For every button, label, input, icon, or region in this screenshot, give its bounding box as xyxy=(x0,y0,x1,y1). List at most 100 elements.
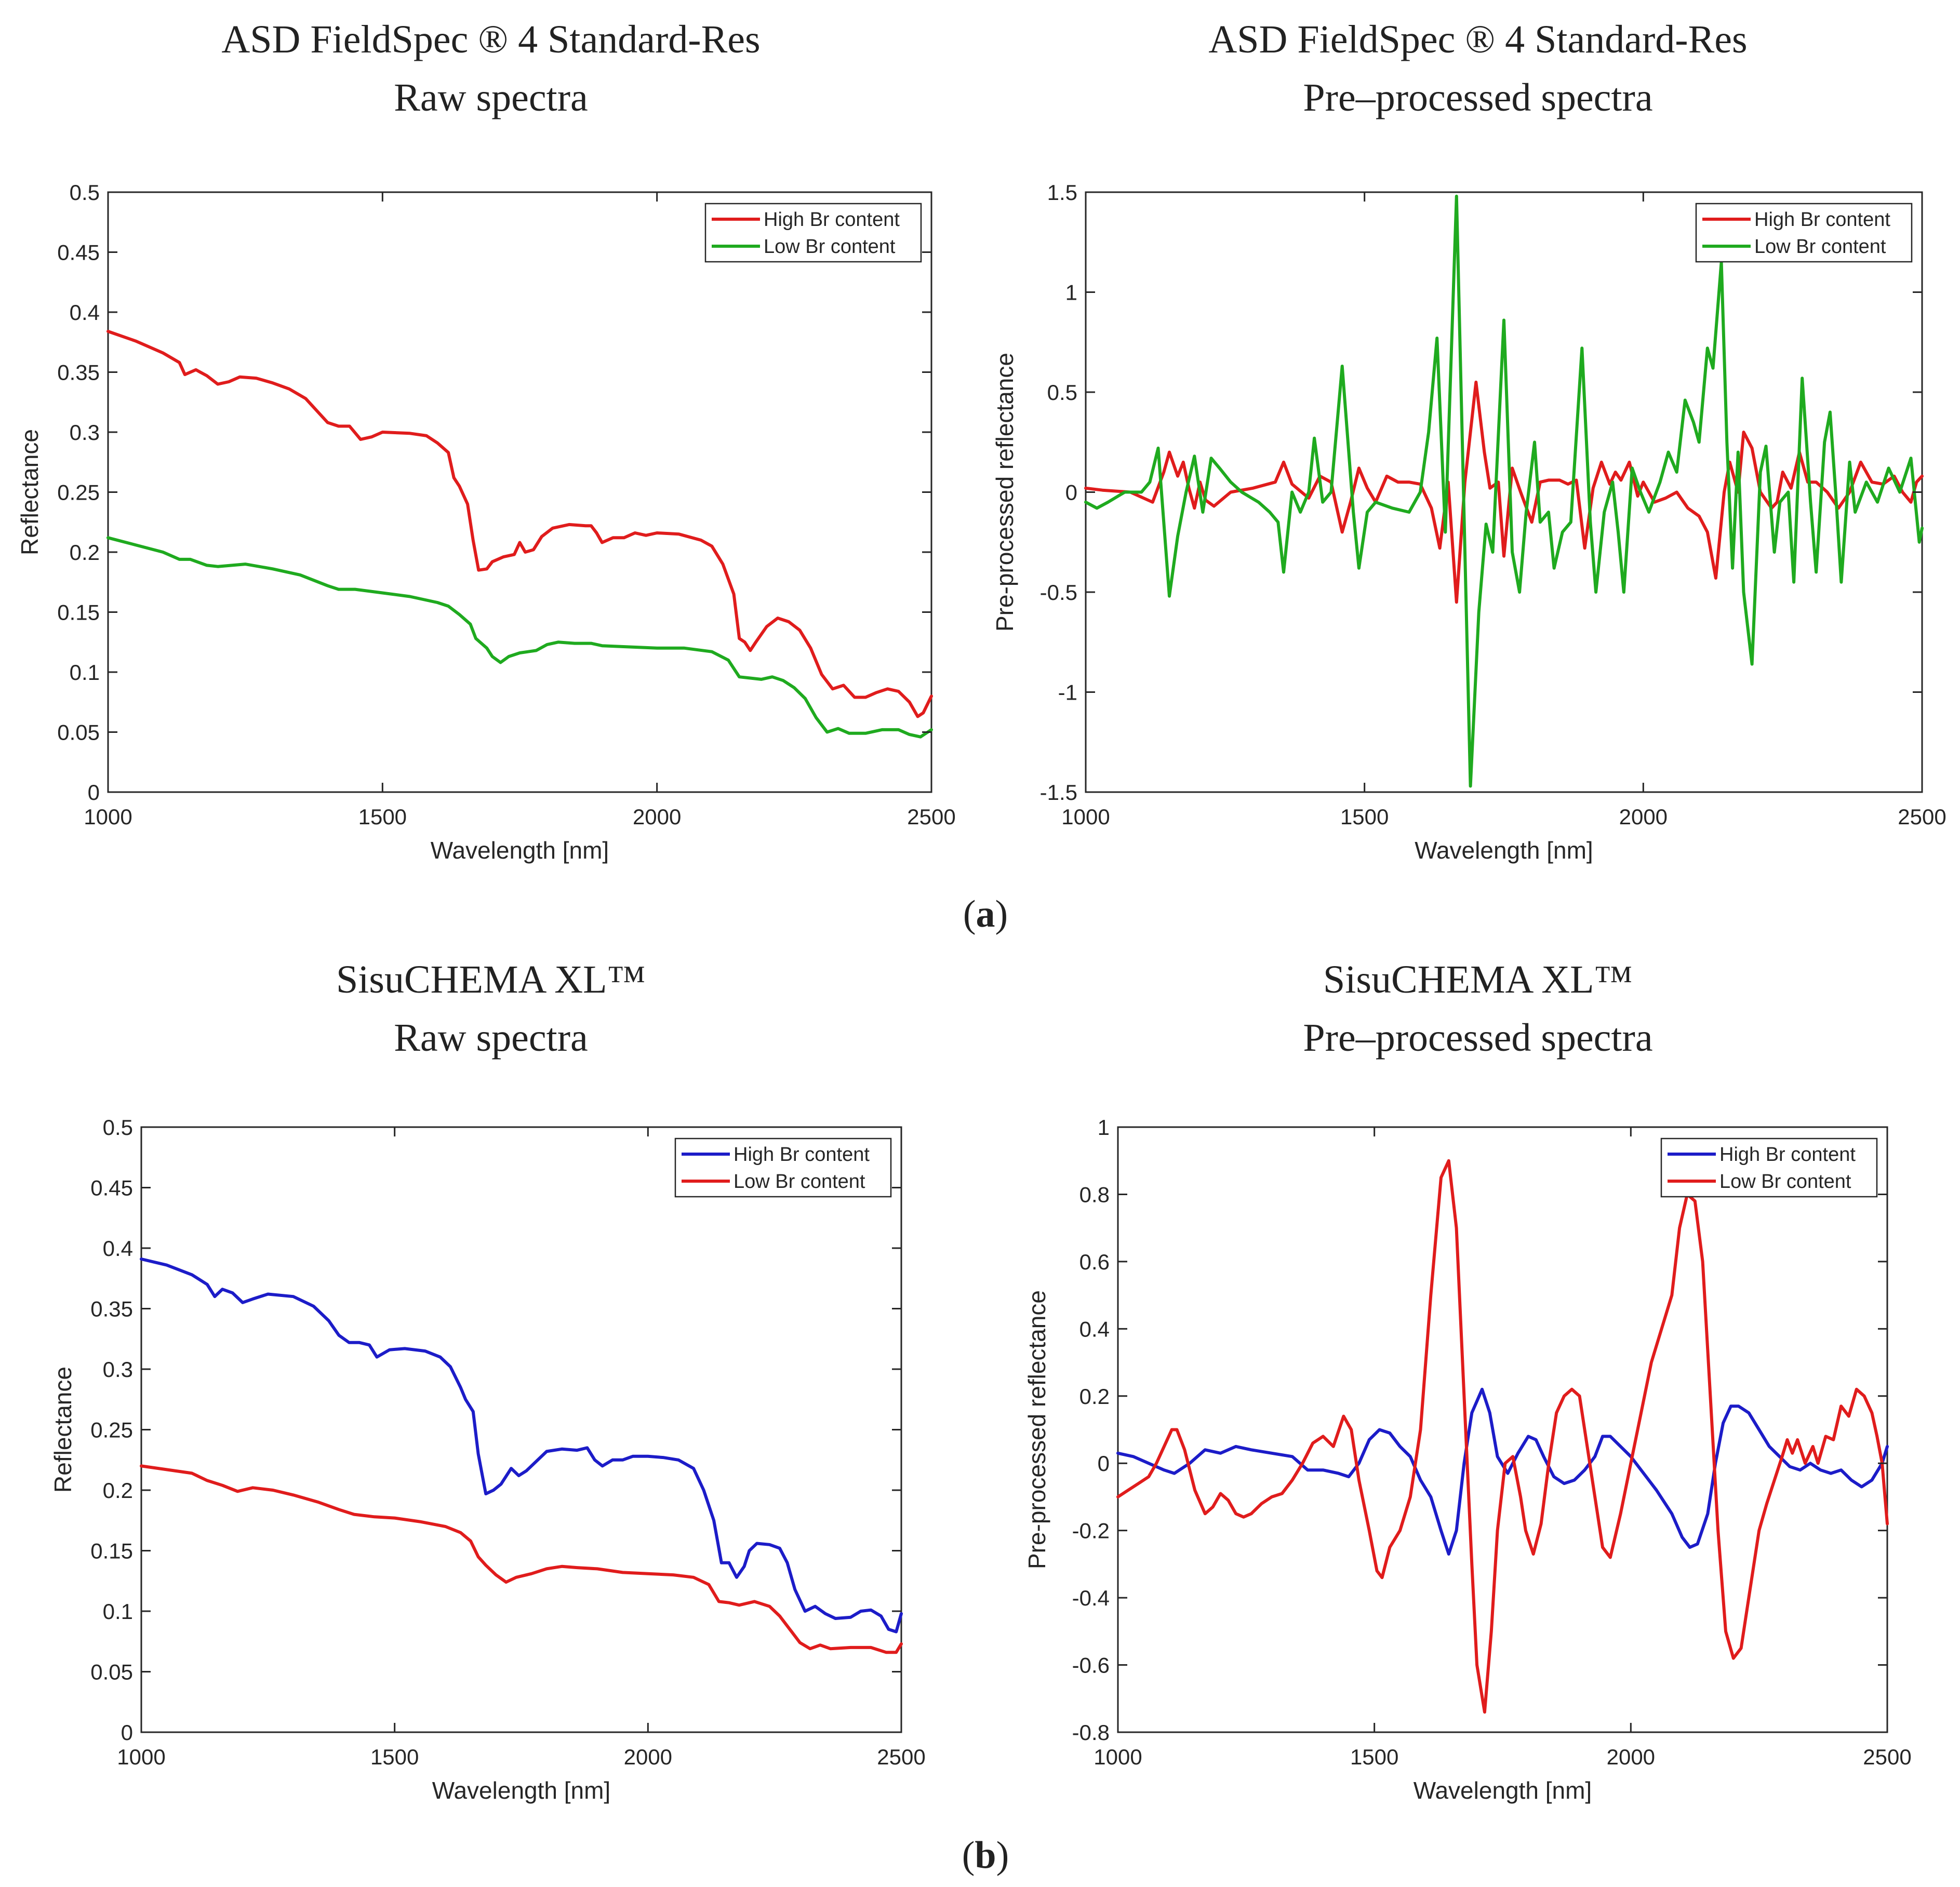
chart-title-b-pre: SisuCHEMA XL™ Pre–processed spectra xyxy=(1010,951,1945,1067)
x-axis-label: Wavelength [nm] xyxy=(432,1777,610,1804)
title-line-1: ASD FieldSpec ® 4 Standard-Res xyxy=(1208,18,1748,61)
legend-box xyxy=(704,203,922,263)
series-line-high-br xyxy=(140,1257,903,1634)
y-axis-label: Pre-processed reflectance xyxy=(991,353,1018,632)
legend: High Br content Low Br content xyxy=(704,203,922,263)
title-line-2: Raw spectra xyxy=(394,1016,588,1060)
x-tick-label: 1500 xyxy=(1340,805,1389,829)
x-tick-label: 2000 xyxy=(633,805,681,829)
series-line-low-br xyxy=(1116,1159,1889,1714)
y-tick-label: 1 xyxy=(1098,1115,1110,1140)
y-tick-label: -0.4 xyxy=(1072,1586,1110,1610)
plot-frame xyxy=(1117,1126,1888,1733)
y-tick-label: 1 xyxy=(1065,280,1077,305)
y-tick-label: 0.15 xyxy=(57,600,100,625)
legend: High Br content Low Br content xyxy=(1660,1137,1878,1198)
panel-label-b-text: b xyxy=(975,1834,996,1877)
y-tick-label: 0.05 xyxy=(57,720,100,745)
y-tick-label: 0.35 xyxy=(57,360,100,385)
title-line-2: Pre–processed spectra xyxy=(1303,76,1653,119)
legend-box xyxy=(1695,203,1913,263)
legend-box xyxy=(1660,1137,1878,1198)
series-line-high-br xyxy=(1116,1387,1889,1556)
series-line-high-br xyxy=(106,330,933,718)
x-tick-label: 1500 xyxy=(358,805,407,829)
legend-label: Low Br content xyxy=(1719,1171,1851,1193)
y-tick-label: 0.1 xyxy=(103,1599,133,1624)
y-tick-label: 0.2 xyxy=(70,540,100,565)
y-tick-label: 0.3 xyxy=(103,1357,133,1382)
series-line-low-br xyxy=(140,1464,903,1654)
x-tick-label: 1000 xyxy=(117,1745,165,1769)
plot-frame xyxy=(1085,191,1923,793)
y-tick-label: 0.45 xyxy=(90,1176,133,1200)
y-tick-label: 0.45 xyxy=(57,240,100,265)
x-tick-label: 2000 xyxy=(1607,1745,1655,1769)
chart-a-pre: 1000 1500 2000 2500 -1.5 -1 -0.5 0 0.5 1 1.5 Wavele… xyxy=(991,180,1946,864)
y-tick-label: 0 xyxy=(1065,480,1077,505)
plot-frame xyxy=(140,1126,902,1733)
x-tick-label: 2000 xyxy=(624,1745,672,1769)
y-tick-label: -0.2 xyxy=(1072,1519,1110,1543)
y-tick-label: -1.5 xyxy=(1040,780,1077,805)
y-tick-label: 0.5 xyxy=(1047,380,1077,405)
x-tick-label: 2000 xyxy=(1619,805,1668,829)
y-tick-label: 0 xyxy=(88,780,100,805)
y-tick-label: 0.4 xyxy=(103,1236,133,1261)
y-tick-label: 0.05 xyxy=(90,1660,133,1684)
y-tick-label: -0.8 xyxy=(1072,1720,1110,1745)
legend-label: Low Br content xyxy=(1754,236,1886,258)
y-tick-label: -0.5 xyxy=(1040,580,1077,605)
x-tick-label: 1500 xyxy=(1350,1745,1398,1769)
x-tick-label: 1000 xyxy=(1061,805,1110,829)
x-axis-label: Wavelength [nm] xyxy=(1414,1777,1592,1804)
chart-b-raw: 1000 1500 2000 2500 0 0.05 0.1 0.15 0.2 0.25 0.3 0.… xyxy=(49,1115,926,1804)
chart-title-a-pre: ASD FieldSpec ® 4 Standard-Res Pre–proce… xyxy=(1010,10,1945,127)
y-tick-label: 0.6 xyxy=(1079,1250,1110,1274)
series-line-low-br xyxy=(1084,194,1924,788)
legend-label: Low Br content xyxy=(734,1171,865,1193)
x-tick-label: 1500 xyxy=(370,1745,419,1769)
y-tick-label: 0.8 xyxy=(1079,1182,1110,1207)
y-tick-label: 0.2 xyxy=(1079,1384,1110,1409)
y-tick-label: 0.25 xyxy=(90,1418,133,1442)
x-tick-label: 1000 xyxy=(84,805,132,829)
plot-frame xyxy=(107,191,932,793)
y-tick-label: -0.6 xyxy=(1072,1653,1110,1678)
panel-label-a-text: a xyxy=(976,893,995,935)
title-line-1: SisuCHEMA XL™ xyxy=(336,958,646,1001)
x-tick-label: 2500 xyxy=(1863,1745,1911,1769)
legend-label: Low Br content xyxy=(764,236,896,258)
x-tick-label: 2500 xyxy=(907,805,955,829)
legend-label: High Br content xyxy=(1754,209,1890,231)
y-tick-label: 0.4 xyxy=(1079,1317,1110,1341)
y-tick-label: 0.4 xyxy=(70,300,100,325)
y-axis-label: Pre-processed reflectance xyxy=(1023,1290,1050,1569)
legend-box xyxy=(674,1137,892,1198)
series-line-low-br xyxy=(106,536,933,739)
chart-a-raw: 1000 1500 2000 2500 0 0.05 0.1 0.15 0.2 0.25 0.3 0.… xyxy=(16,180,956,864)
y-tick-label: -1 xyxy=(1058,680,1077,705)
y-tick-label: 0.3 xyxy=(70,420,100,445)
y-tick-label: 0.15 xyxy=(90,1539,133,1563)
title-line-2: Raw spectra xyxy=(394,76,588,119)
x-axis-label: Wavelength [nm] xyxy=(431,837,609,864)
y-tick-label: 0 xyxy=(121,1720,133,1745)
x-tick-label: 2500 xyxy=(877,1745,925,1769)
legend-label: High Br content xyxy=(734,1144,870,1166)
y-axis-label: Reflectance xyxy=(49,1367,76,1493)
y-axis-label: Reflectance xyxy=(16,429,43,555)
y-tick-label: 0.1 xyxy=(70,660,100,685)
x-tick-label: 2500 xyxy=(1898,805,1946,829)
x-tick-label: 1000 xyxy=(1094,1745,1142,1769)
chart-title-b-raw: SisuCHEMA XL™ Raw spectra xyxy=(23,951,958,1067)
legend: High Br content Low Br content xyxy=(1695,203,1913,263)
y-tick-label: 0.25 xyxy=(57,480,100,505)
title-line-2: Pre–processed spectra xyxy=(1303,1016,1653,1060)
panel-label-b: (b) xyxy=(962,1834,1009,1877)
title-line-1: ASD FieldSpec ® 4 Standard-Res xyxy=(221,18,761,61)
chart-title-a-raw: ASD FieldSpec ® 4 Standard-Res Raw spect… xyxy=(23,10,958,127)
y-tick-label: 0.2 xyxy=(103,1478,133,1503)
x-axis-label: Wavelength [nm] xyxy=(1415,837,1593,864)
